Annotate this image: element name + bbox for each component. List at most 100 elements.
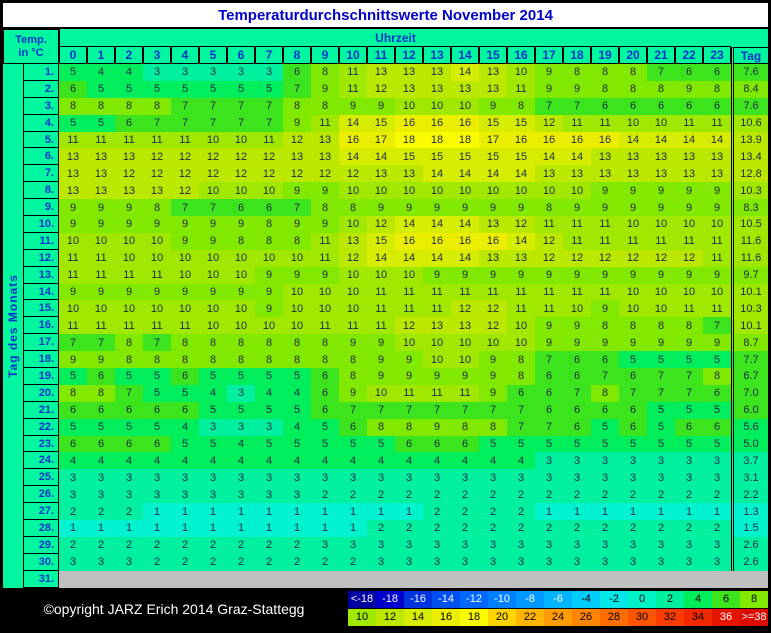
temp-cell: 3 — [87, 486, 115, 504]
temp-cell: 3 — [115, 553, 143, 571]
temp-cell: 3 — [143, 64, 171, 81]
temp-cell: 9 — [87, 199, 115, 217]
temp-cell: 16 — [451, 114, 479, 132]
temp-cell: 9 — [199, 232, 227, 250]
temp-cell: 14 — [647, 131, 675, 149]
temp-cell: 3 — [647, 536, 675, 554]
uhrzeit-header: Uhrzeit — [59, 29, 731, 47]
temp-cell: 14 — [563, 148, 591, 166]
temp-cell: 14 — [451, 64, 479, 81]
temp-cell: 9 — [115, 216, 143, 233]
temp-unit-line1: Temp. — [15, 33, 47, 46]
temp-cell: 11 — [171, 317, 199, 335]
temp-cell: 12 — [339, 249, 367, 267]
temp-cell: 2 — [143, 536, 171, 554]
temp-cell: 13 — [675, 148, 703, 166]
temp-cell: 6 — [423, 435, 451, 453]
temp-cell: 10 — [647, 300, 675, 318]
temp-cell: 11 — [59, 317, 87, 335]
temp-cell: 4 — [171, 452, 199, 470]
temp-cell: 10 — [59, 300, 87, 318]
temp-cell: 5 — [591, 435, 619, 453]
temp-cell: 10 — [675, 216, 703, 233]
day-avg-cell: 2.2 — [731, 486, 768, 504]
temp-cell: 9 — [647, 334, 675, 352]
temp-cell: 7 — [143, 114, 171, 132]
temp-cell: 11 — [591, 114, 619, 132]
temp-cell: 4 — [199, 384, 227, 402]
legend-cell: -6 — [544, 590, 572, 608]
temp-cell: 12 — [479, 317, 507, 335]
temp-cell: 5 — [199, 435, 227, 453]
temp-cell: 6 — [339, 418, 367, 436]
temp-cell: 15 — [423, 148, 451, 166]
hour-header: 16 — [507, 47, 535, 64]
temp-cell: 5 — [647, 401, 675, 419]
temp-cell: 2 — [311, 553, 339, 571]
hour-header: 2 — [115, 47, 143, 64]
temp-cell: 9 — [199, 216, 227, 233]
temp-cell: 1 — [395, 503, 423, 521]
temp-cell: 6 — [171, 401, 199, 419]
temp-cell: 7 — [507, 401, 535, 419]
temp-cell: 2 — [479, 486, 507, 504]
temp-cell: 7 — [535, 97, 563, 115]
temp-cell: 15 — [395, 148, 423, 166]
temp-cell: 1 — [143, 520, 171, 537]
temp-cell: 8 — [647, 317, 675, 335]
temp-cell: 8 — [339, 199, 367, 217]
temp-cell: 10 — [283, 300, 311, 318]
temp-cell: 10 — [675, 283, 703, 301]
temp-cell: 9 — [563, 266, 591, 284]
temp-cell: 8 — [451, 418, 479, 436]
temp-cell: 10 — [199, 317, 227, 335]
temp-cell: 9 — [143, 216, 171, 233]
temp-cell: 10 — [619, 114, 647, 132]
temp-cell: 14 — [479, 165, 507, 183]
temp-cell: 10 — [143, 232, 171, 250]
temp-cell: 3 — [227, 384, 255, 402]
temp-cell: 9 — [423, 418, 451, 436]
day-label: 3. — [23, 97, 59, 115]
legend-cell: -12 — [460, 590, 488, 608]
temp-cell: 10 — [479, 334, 507, 352]
temp-cell: 2 — [675, 520, 703, 537]
temp-cell: 14 — [423, 165, 451, 183]
temp-cell: 8 — [507, 368, 535, 385]
temp-cell: 9 — [479, 368, 507, 385]
temp-cell: 3 — [423, 553, 451, 571]
temp-cell: 13 — [479, 80, 507, 98]
temp-cell: 6 — [563, 401, 591, 419]
temp-cell: 11 — [87, 317, 115, 335]
temp-cell: 9 — [367, 199, 395, 217]
temp-cell: 7 — [283, 199, 311, 217]
temp-cell: 14 — [675, 131, 703, 149]
temp-cell: 10 — [619, 216, 647, 233]
temp-cell: 9 — [675, 266, 703, 284]
day-avg-cell: 7.7 — [731, 351, 768, 369]
temp-cell: 10 — [423, 182, 451, 200]
temp-cell: 11 — [703, 114, 731, 132]
temp-cell: 10 — [507, 182, 535, 200]
temp-cell: 13 — [563, 165, 591, 183]
temp-cell: 2 — [115, 503, 143, 521]
temp-cell: 8 — [591, 384, 619, 402]
temp-cell: 5 — [619, 435, 647, 453]
temp-cell: 14 — [367, 148, 395, 166]
temp-cell: 8 — [143, 199, 171, 217]
legend-cell: 26 — [572, 608, 600, 626]
temp-cell: 10 — [143, 249, 171, 267]
temp-cell: 11 — [507, 283, 535, 301]
temp-cell: 3 — [479, 553, 507, 571]
temp-cell: 6 — [591, 351, 619, 369]
temp-cell: 3 — [339, 469, 367, 487]
temp-cell: 6 — [703, 418, 731, 436]
temp-cell: 2 — [451, 520, 479, 537]
temp-cell: 5 — [143, 368, 171, 385]
temp-cell: 5 — [59, 368, 87, 385]
temp-cell: 3 — [479, 469, 507, 487]
hour-header: 7 — [255, 47, 283, 64]
temp-cell: 10 — [255, 249, 283, 267]
temp-cell: 9 — [591, 182, 619, 200]
temp-cell: 3 — [227, 469, 255, 487]
